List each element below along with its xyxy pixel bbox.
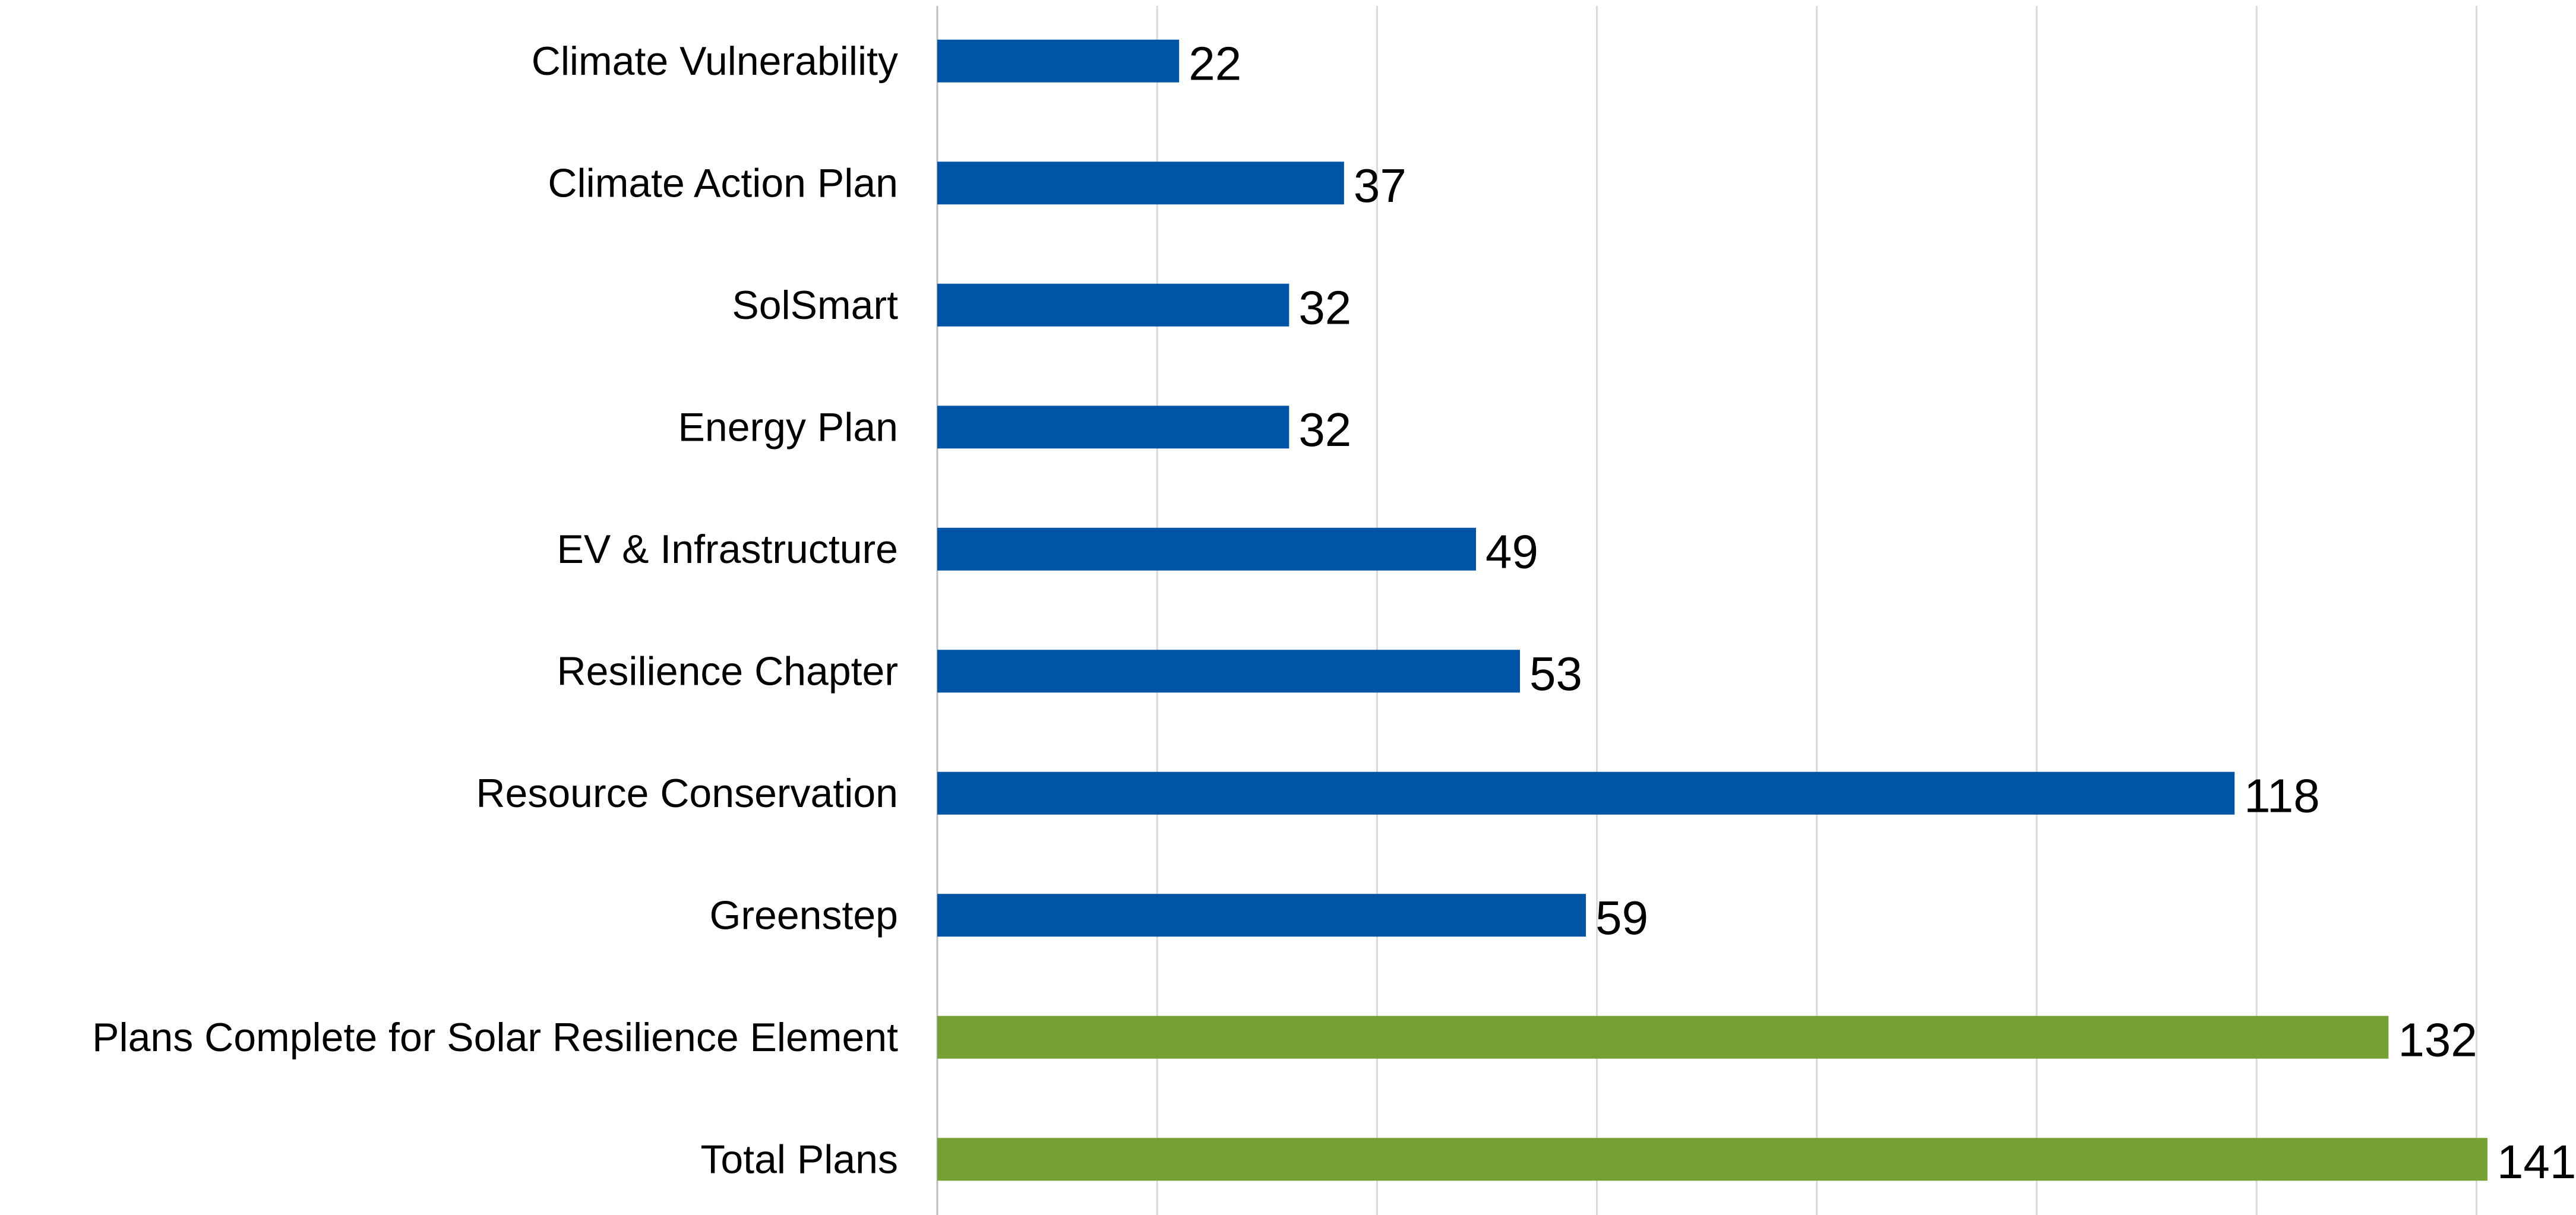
labels: Climate Vulnerability 22 Climate Action Pl… [92,37,2576,1188]
bar [937,1015,2389,1059]
category-label: Resource Conservation [476,771,898,816]
bar [937,283,1289,327]
category-label: Climate Vulnerability [532,39,898,84]
bar [937,527,1476,571]
data-label: 32 [1298,403,1351,456]
gridlines [936,6,2477,1215]
bar [937,406,1289,449]
bars [937,39,2488,1181]
category-label: Resilience Chapter [557,648,898,694]
data-label: 49 [1485,525,1538,578]
bar [937,162,1344,205]
data-label: 53 [1529,647,1582,700]
data-label: 141 [2497,1135,2576,1188]
bar [937,894,1586,937]
data-label: 22 [1189,37,1241,90]
bar [937,771,2235,815]
data-label: 32 [1298,281,1351,334]
category-label: Total Plans [700,1137,898,1182]
bar [937,39,1180,83]
category-label: Greenstep [709,893,898,938]
data-label: 132 [2398,1013,2477,1066]
bar [937,650,1521,693]
category-label: EV & Infrastructure [557,527,898,572]
data-label: 118 [2244,769,2320,822]
data-label: 59 [1595,891,1648,944]
category-label: SolSmart [732,283,898,328]
category-label: Climate Action Plan [548,160,898,205]
data-label: 37 [1354,159,1406,212]
bar [937,1138,2488,1181]
category-label: Plans Complete for Solar Resilience Elem… [92,1015,898,1060]
category-label: Energy Plan [678,404,898,450]
